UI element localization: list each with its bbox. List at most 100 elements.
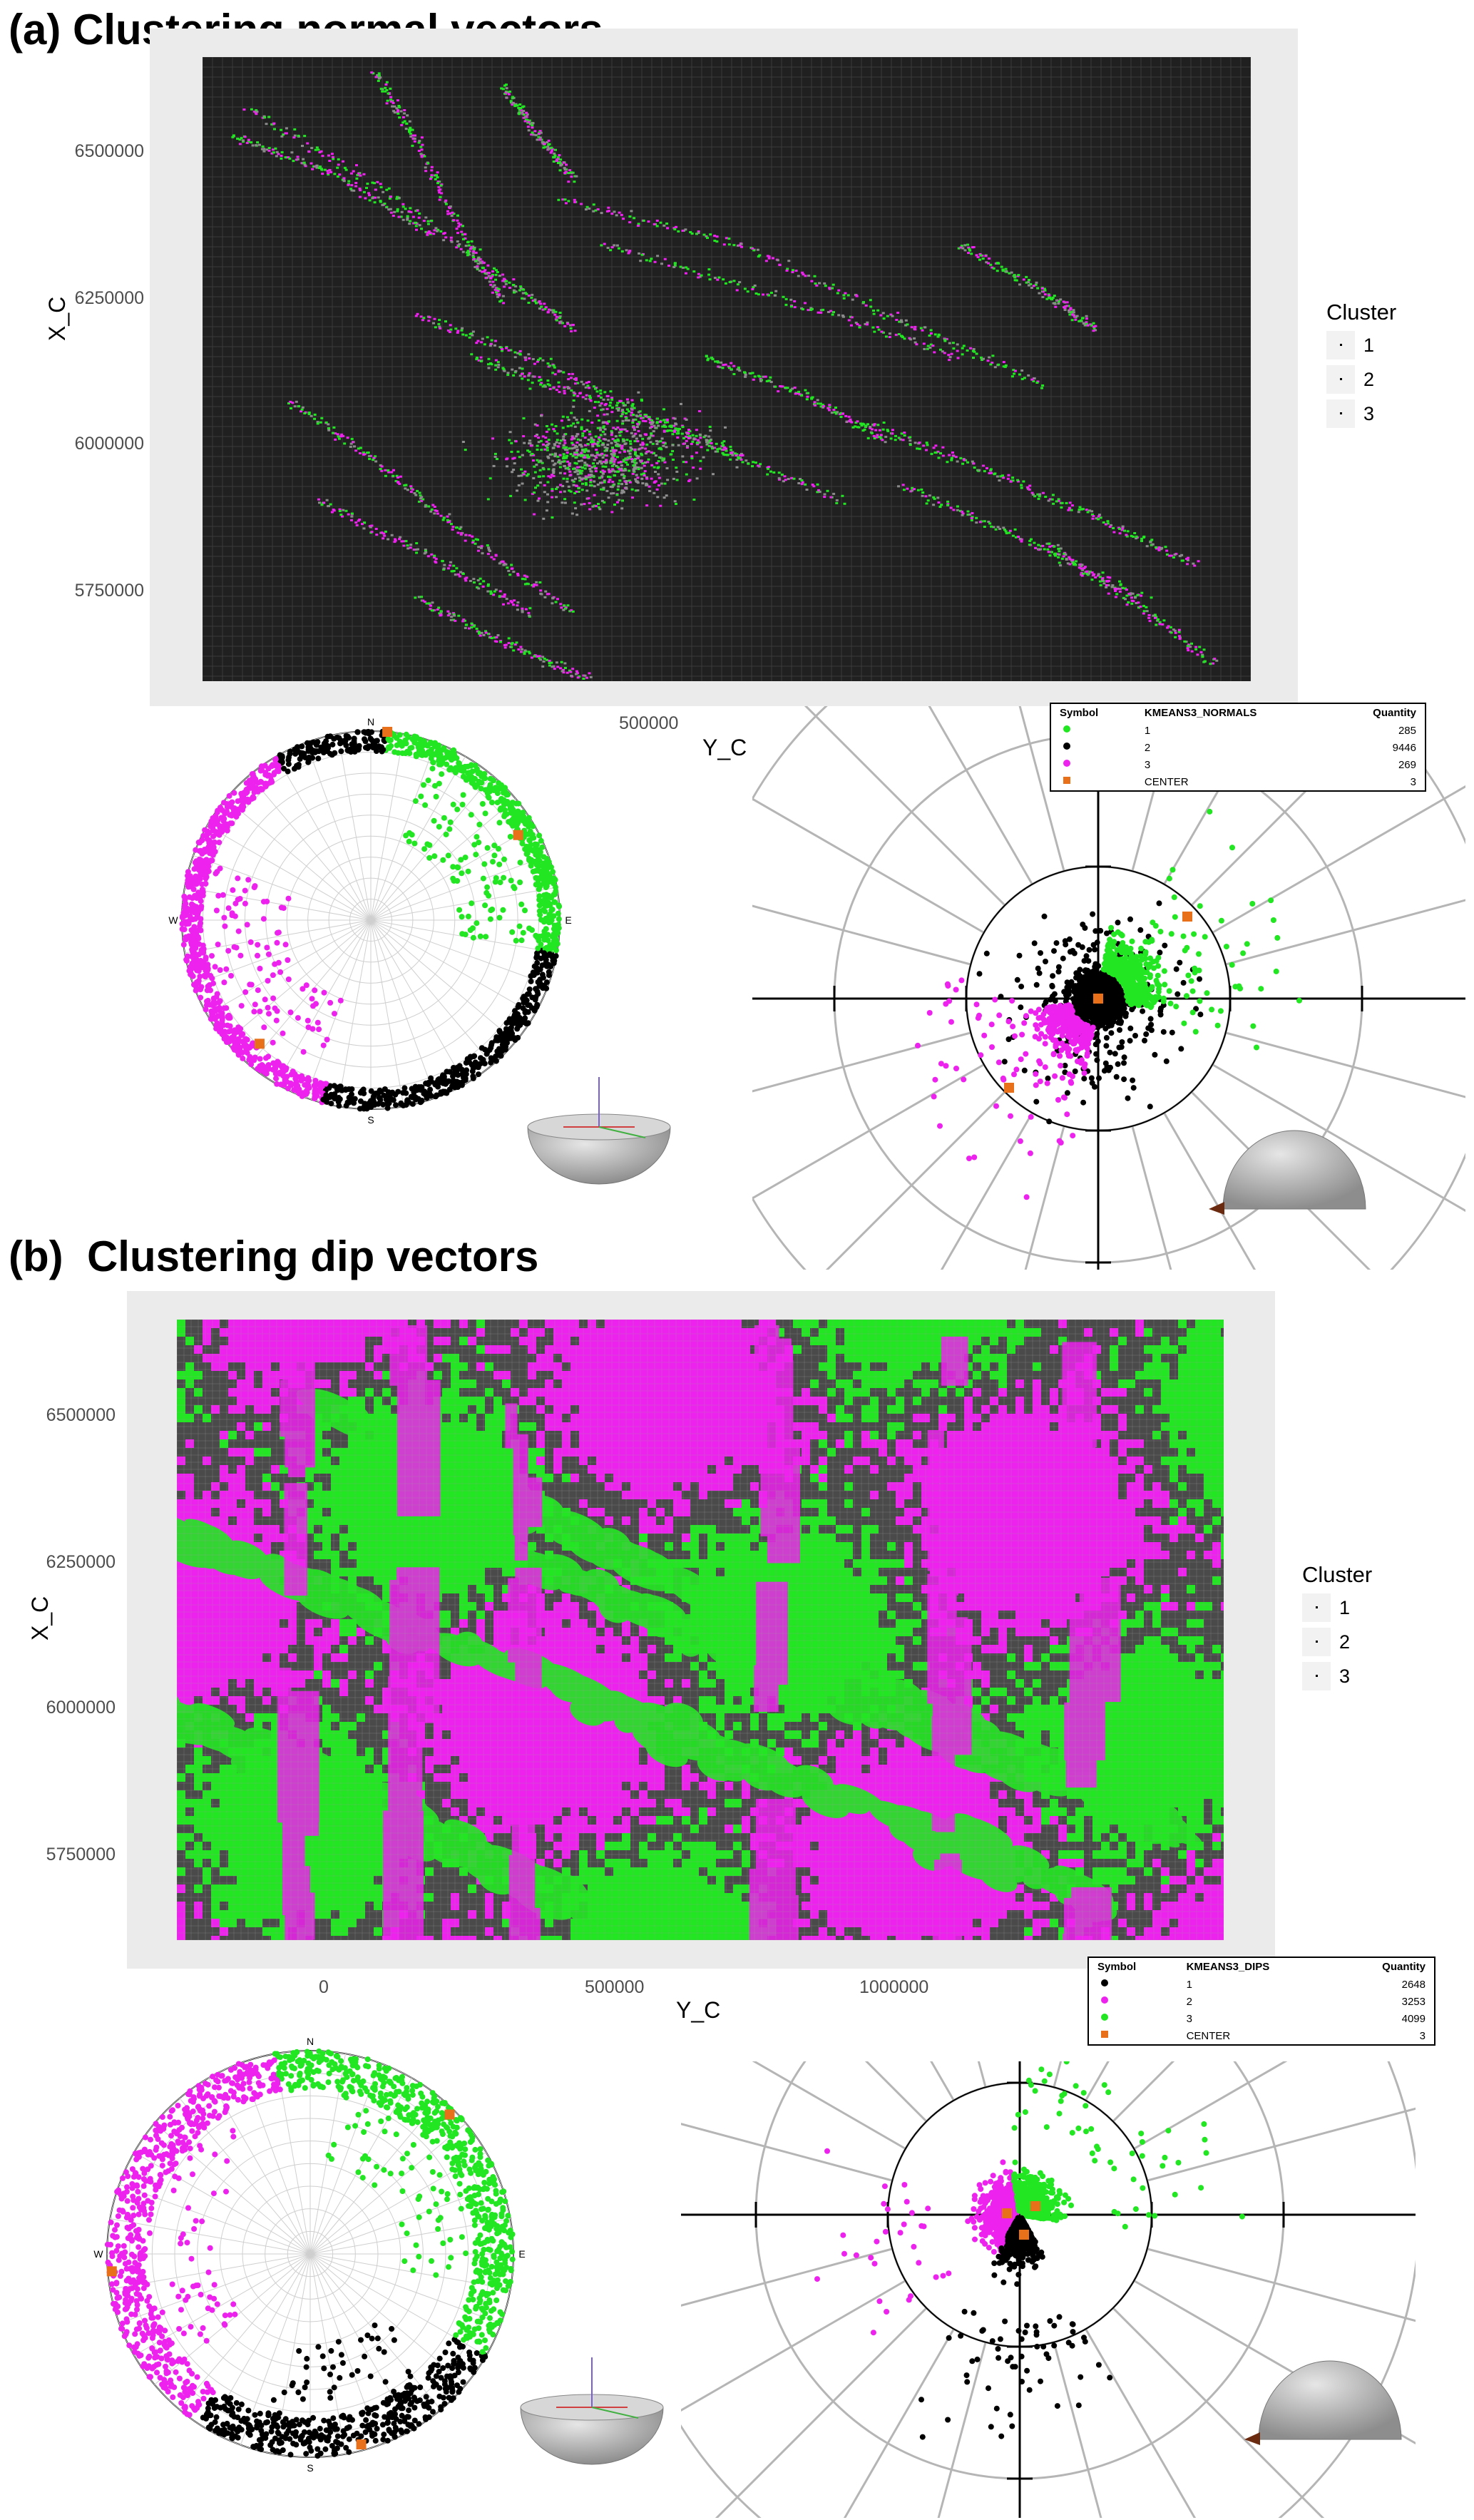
legend-key xyxy=(1302,1628,1331,1656)
legend-key xyxy=(1302,1662,1331,1690)
panel-b-ytick: 6250000 xyxy=(46,1552,116,1573)
table-row: 1 285 xyxy=(1051,722,1425,739)
panel-b-stereonet: N S E W xyxy=(93,2036,525,2474)
map-background xyxy=(203,57,1251,681)
panel-b-xtick: 1000000 xyxy=(859,1977,928,1998)
legend-key xyxy=(1326,399,1355,428)
panel-a-map xyxy=(203,57,1251,681)
fault-trace xyxy=(414,312,744,461)
panel-a-stereonet: N S E W xyxy=(168,716,571,1126)
panel-b-legend: Cluster 1 2 3 xyxy=(1302,1562,1372,1690)
table-cell-label: 2 xyxy=(1178,1993,1338,2010)
legend-entry: 3 xyxy=(1363,403,1374,425)
panel-b-map xyxy=(177,1320,1224,1940)
table-header: KMEANS3_DIPS xyxy=(1178,1958,1338,1976)
panel-b-xtick: 500000 xyxy=(585,1977,644,1998)
table-cell-quantity: 285 xyxy=(1333,722,1425,739)
point-cluster xyxy=(461,387,739,520)
fault-trace xyxy=(705,354,893,444)
table-header: Symbol xyxy=(1051,704,1136,722)
fault-trace xyxy=(317,498,532,618)
legend-key xyxy=(1326,365,1355,394)
table-cell-label: 1 xyxy=(1136,722,1333,739)
legend-entry: 3 xyxy=(1339,1665,1350,1688)
table-cell-quantity: 3 xyxy=(1338,2027,1434,2044)
table-header: Symbol xyxy=(1089,1958,1178,1976)
table-row: CENTER 3 xyxy=(1051,773,1425,790)
legend-key xyxy=(1326,331,1355,359)
fault-trace xyxy=(859,422,1200,567)
cluster-center-marker xyxy=(382,727,393,738)
north-label: N xyxy=(367,716,374,728)
fault-trace xyxy=(957,243,1097,332)
table-cell-quantity: 9446 xyxy=(1333,739,1425,756)
panel-a-ytick: 6500000 xyxy=(75,141,144,162)
table-cell-quantity: 4099 xyxy=(1338,2010,1434,2027)
north-label: N xyxy=(307,2036,314,2047)
table-cell-label: CENTER xyxy=(1178,2027,1338,2044)
cluster-center-marker xyxy=(1093,994,1103,1004)
panel-b-xtick: 0 xyxy=(319,1977,329,1998)
legend-title: Cluster xyxy=(1302,1562,1372,1588)
fault-trace xyxy=(557,198,1045,389)
table-row: 2 3253 xyxy=(1089,1993,1434,2010)
stereonet-rim-points xyxy=(104,2048,516,2459)
west-label: W xyxy=(93,2248,103,2260)
map-gridlines xyxy=(203,57,1251,681)
panel-a-ytick: 5750000 xyxy=(75,581,144,601)
crosshair-axes xyxy=(681,2061,1416,2518)
magenta-streak xyxy=(277,1325,1121,1940)
table-row: 3 4099 xyxy=(1089,2010,1434,2027)
cluster-center-marker xyxy=(106,2266,117,2277)
cluster-center-marker xyxy=(1019,2230,1029,2240)
table-cell-quantity: 2648 xyxy=(1338,1976,1434,1993)
table-header: KMEANS3_NORMALS xyxy=(1136,704,1333,722)
fault-trace xyxy=(500,83,578,183)
south-label: S xyxy=(367,1114,374,1126)
cluster-center-marker xyxy=(1030,2201,1040,2211)
projection-points xyxy=(814,2061,1245,2440)
east-label: E xyxy=(565,914,571,926)
table-row: 2 9446 xyxy=(1051,739,1425,756)
table-cell-label: CENTER xyxy=(1136,773,1333,790)
fault-trace xyxy=(1041,542,1219,665)
panel-a-zoom-net xyxy=(752,706,1465,1270)
cluster-center-marker xyxy=(513,830,523,840)
stereonet-rim-points xyxy=(179,728,563,1112)
panel-b-cluster-table: Symbol KMEANS3_DIPS Quantity 1 2648 2 3253… xyxy=(1087,1957,1435,2046)
cluster-center-marker xyxy=(444,2109,455,2120)
legend-entry: 2 xyxy=(1339,1631,1350,1653)
projection-grid xyxy=(681,2061,1416,2518)
table-cell-label: 1 xyxy=(1178,1976,1338,1993)
hemisphere-icon xyxy=(527,1126,671,1185)
panel-a-y-axis-title: X_C xyxy=(44,297,71,341)
cluster-center-marker xyxy=(1182,912,1192,922)
table-row: 1 2648 xyxy=(1089,1976,1434,1993)
panel-b-ytick: 6000000 xyxy=(46,1698,116,1718)
panel-a-xtick: 500000 xyxy=(619,713,678,734)
table-row: 3 269 xyxy=(1051,756,1425,773)
legend-title: Cluster xyxy=(1326,300,1396,325)
panel-b-hemisphere-icon xyxy=(520,2357,664,2465)
fault-trace xyxy=(600,243,960,362)
panel-b-x-axis-title: Y_C xyxy=(676,1997,720,2024)
stereonet-interior-points xyxy=(191,765,548,1082)
table-cell-label: 2 xyxy=(1136,739,1333,756)
cluster-center-marker xyxy=(1004,1083,1014,1093)
panel-a-x-axis-title: Y_C xyxy=(702,735,747,761)
west-label: W xyxy=(168,914,178,926)
legend-entry: 1 xyxy=(1339,1597,1350,1619)
cluster-center-marker xyxy=(254,1039,265,1049)
hemisphere-icon xyxy=(520,2407,664,2465)
east-label: E xyxy=(518,2248,525,2260)
panel-b-title: (b) Clustering dip vectors xyxy=(9,1235,538,1278)
fault-trace xyxy=(470,353,846,505)
fault-trace xyxy=(414,596,593,680)
fault-trace xyxy=(287,400,575,613)
south-label: S xyxy=(307,2462,313,2474)
panel-a-ytick: 6250000 xyxy=(75,288,144,309)
panel-a-cluster-table: Symbol KMEANS3_NORMALS Quantity 1 285 2 94… xyxy=(1050,703,1426,792)
table-header: Quantity xyxy=(1338,1958,1434,1976)
cluster-center-marker xyxy=(356,2439,367,2450)
table-cell-quantity: 3 xyxy=(1333,773,1425,790)
